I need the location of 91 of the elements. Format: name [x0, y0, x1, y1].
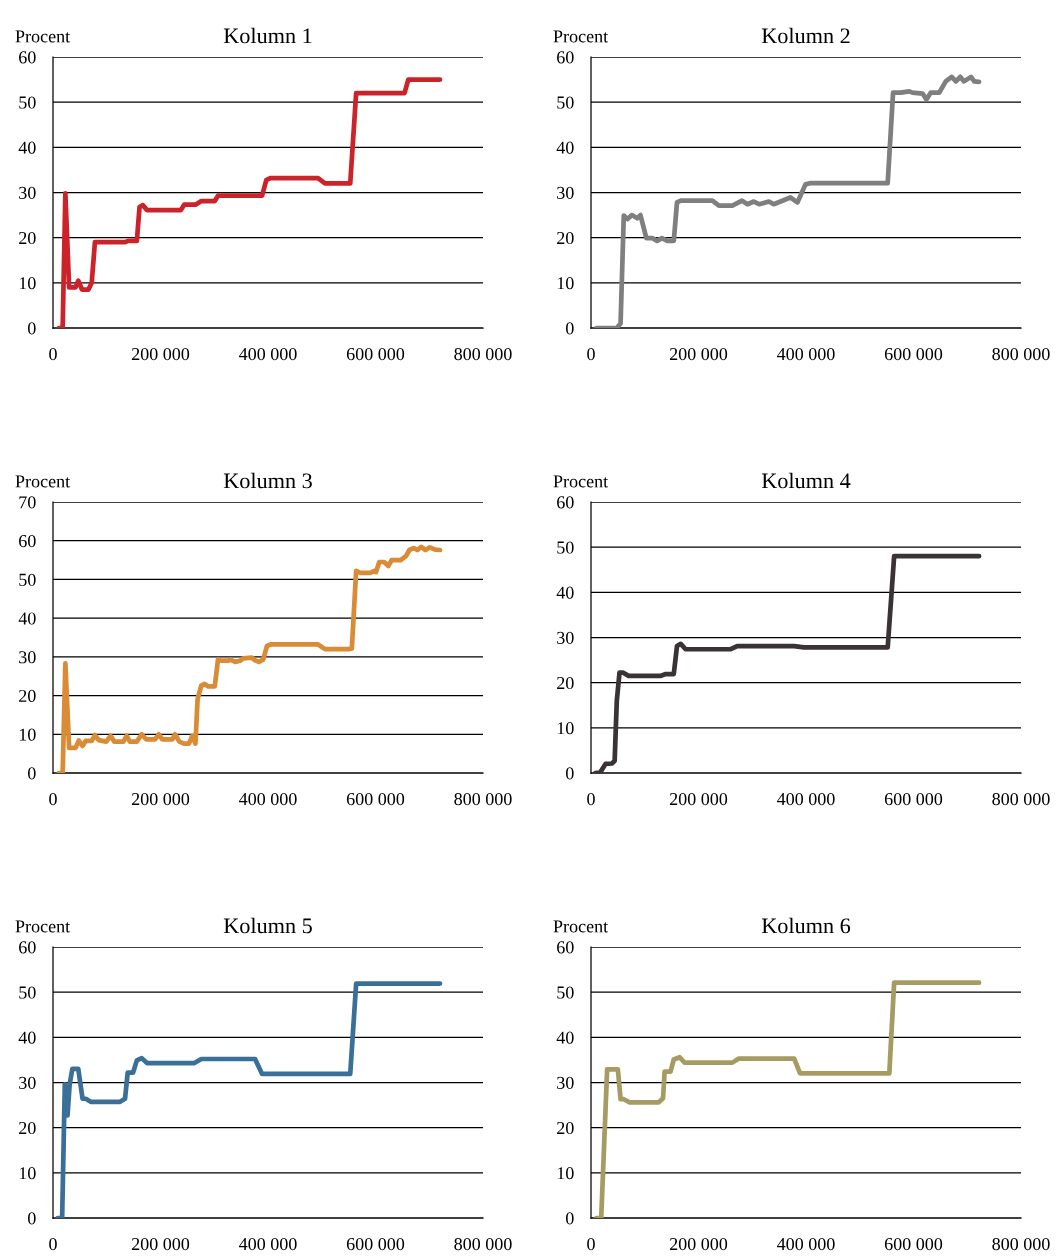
- chart-title: Kolumn 5: [223, 917, 312, 934]
- y-tick-label: 50: [19, 96, 36, 109]
- y-tick-label: 60: [19, 51, 36, 64]
- y-tick-label: 60: [557, 941, 574, 954]
- y-tick-label: 40: [18, 141, 36, 154]
- y-tick-label: 30: [19, 1076, 36, 1089]
- x-tick-label: 800 000: [992, 347, 1050, 361]
- x-tick-label: 0: [587, 1237, 595, 1251]
- x-tick-label: 200 000: [131, 1237, 190, 1251]
- y-tick-label: 10: [557, 1167, 574, 1180]
- x-tick-label: 800 000: [454, 792, 512, 806]
- y-tick-label: 40: [18, 1031, 36, 1044]
- y-tick-label: 50: [19, 573, 36, 586]
- x-tick-label: 600 000: [884, 347, 943, 361]
- x-tick-label: 600 000: [346, 347, 405, 361]
- y-axis-title: Procent: [15, 30, 71, 43]
- x-tick-label: 800 000: [454, 347, 512, 361]
- x-tick-label: 800 000: [992, 1237, 1050, 1251]
- y-tick-label: 40: [556, 141, 574, 154]
- y-tick-label: 20: [557, 1121, 574, 1135]
- y-tick-label: 50: [557, 986, 574, 999]
- y-axis-title: Procent: [15, 920, 71, 933]
- chart-title: Kolumn 4: [761, 472, 851, 489]
- x-tick-label: 200 000: [669, 792, 728, 806]
- x-tick-label: 0: [49, 1237, 57, 1251]
- x-tick-label: 400 000: [777, 347, 835, 361]
- y-tick-label: 10: [19, 277, 36, 290]
- line-series: [56, 544, 443, 773]
- y-tick-label: 0: [565, 767, 574, 780]
- x-tick-label: 400 000: [239, 347, 297, 361]
- y-tick-label: 60: [19, 534, 36, 548]
- x-tick-label: 800 000: [454, 1237, 512, 1251]
- y-tick-label: 20: [19, 1121, 36, 1135]
- y-tick-label: 60: [557, 496, 574, 509]
- line-series: [56, 77, 443, 328]
- x-tick-label: 200 000: [131, 792, 190, 806]
- y-tick-label: 40: [556, 1031, 574, 1044]
- y-tick-label: 60: [19, 941, 36, 954]
- y-axis-title: Procent: [553, 475, 609, 488]
- chart-title: Kolumn 2: [761, 27, 850, 44]
- y-tick-label: 30: [19, 186, 36, 199]
- x-tick-label: 600 000: [346, 792, 405, 806]
- x-tick-label: 0: [587, 792, 595, 806]
- y-tick-label: 30: [557, 186, 574, 199]
- y-tick-label: 10: [19, 1167, 36, 1180]
- y-tick-label: 20: [557, 231, 574, 245]
- x-tick-label: 600 000: [346, 1237, 405, 1251]
- line-series: [594, 980, 982, 1218]
- y-tick-label: 10: [557, 277, 574, 290]
- x-tick-label: 0: [587, 347, 595, 361]
- chart-title: Kolumn 6: [761, 917, 851, 934]
- y-tick-label: 40: [18, 612, 36, 625]
- y-tick-label: 10: [557, 722, 574, 735]
- y-tick-label: 50: [19, 986, 36, 999]
- line-series: [592, 553, 982, 773]
- y-tick-label: 60: [557, 51, 574, 64]
- y-tick-label: 50: [557, 96, 574, 109]
- x-tick-label: 800 000: [992, 792, 1050, 806]
- chart-title: Kolumn 1: [223, 27, 312, 44]
- x-tick-label: 200 000: [131, 347, 190, 361]
- line-series: [594, 74, 982, 328]
- y-tick-label: 50: [557, 541, 574, 554]
- y-tick-label: 70: [19, 496, 36, 509]
- x-tick-label: 400 000: [239, 1237, 297, 1251]
- y-tick-label: 10: [19, 728, 36, 741]
- y-tick-label: 30: [557, 631, 574, 644]
- x-tick-label: 600 000: [884, 1237, 943, 1251]
- x-tick-label: 400 000: [777, 792, 835, 806]
- y-axis-title: Procent: [553, 30, 609, 43]
- x-tick-label: 400 000: [239, 792, 297, 806]
- chart-title: Kolumn 3: [223, 472, 312, 489]
- x-tick-label: 0: [49, 347, 57, 361]
- y-tick-label: 20: [19, 231, 36, 245]
- x-tick-label: 200 000: [669, 347, 728, 361]
- y-tick-label: 20: [19, 689, 36, 703]
- y-tick-label: 30: [19, 651, 36, 664]
- x-tick-label: 400 000: [777, 1237, 835, 1251]
- y-tick-label: 30: [557, 1076, 574, 1089]
- y-tick-label: 0: [565, 322, 574, 335]
- x-tick-label: 0: [49, 792, 57, 806]
- y-tick-label: 0: [27, 1212, 36, 1225]
- line-series: [55, 981, 443, 1218]
- y-tick-label: 0: [27, 767, 36, 780]
- y-axis-title: Procent: [15, 475, 71, 488]
- x-tick-label: 600 000: [884, 792, 943, 806]
- x-tick-label: 200 000: [669, 1237, 728, 1251]
- y-tick-label: 20: [557, 676, 574, 690]
- y-tick-label: 0: [27, 322, 36, 335]
- y-tick-label: 0: [565, 1212, 574, 1225]
- y-tick-label: 40: [556, 586, 574, 599]
- y-axis-title: Procent: [553, 920, 609, 933]
